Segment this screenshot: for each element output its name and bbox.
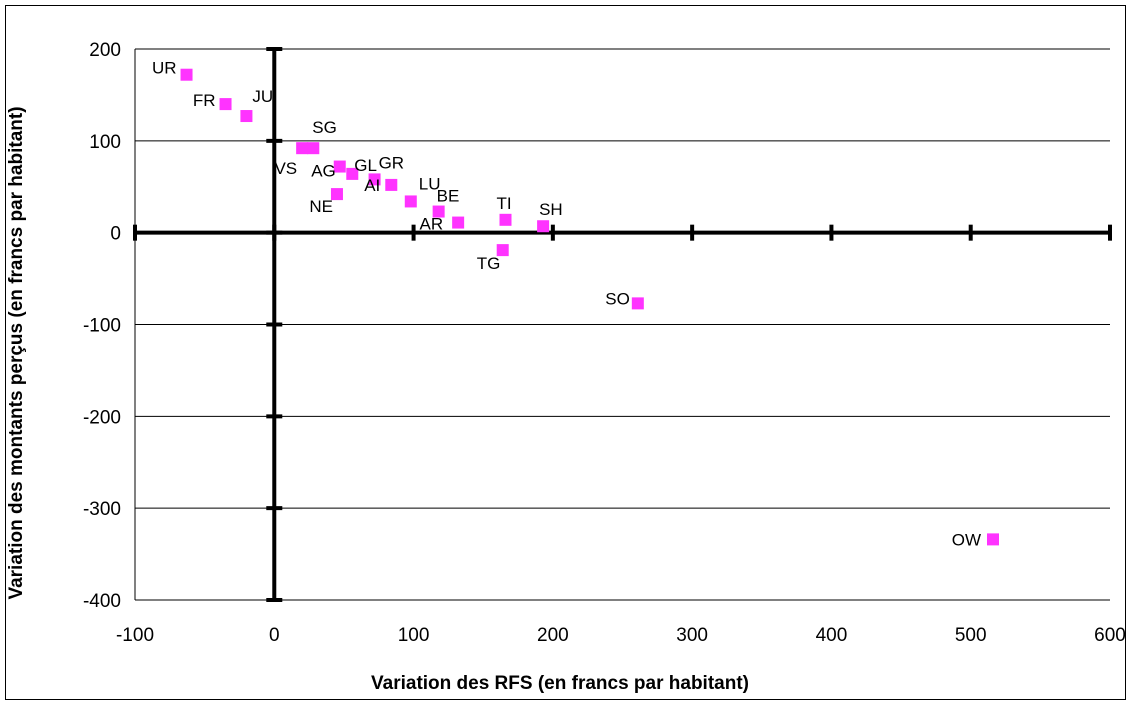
y-tick-label: -300 [83,499,121,520]
x-tick-label: 100 [398,625,430,646]
x-tick-label: 300 [676,625,708,646]
point-label-be: BE [437,187,460,206]
point-label-ar: AR [420,215,444,234]
point-label-vs: VS [274,159,297,178]
x-axis-title: Variation des RFS (en francs par habitan… [371,673,749,694]
y-tick-label: -200 [83,407,121,428]
x-tick-label: 0 [269,625,280,646]
data-point-gl [346,167,359,180]
data-point-be [432,205,445,218]
y-tick-label: 200 [89,40,121,61]
data-point-vs [296,142,309,155]
point-label-so: SO [605,289,630,308]
y-axis-title: Variation des montants perçus (en francs… [6,106,27,599]
grid-lines [134,48,1110,601]
point-label-sh: SH [539,200,563,219]
x-tick-label: 500 [955,625,987,646]
x-tick-label: 600 [1094,625,1126,646]
point-label-gr: GR [379,153,405,172]
point-label-tg: TG [477,254,501,273]
y-tick-label: 0 [110,224,121,245]
data-point-gr [368,173,381,186]
data-point-ju [240,110,253,123]
chart-frame [5,5,1126,700]
point-label-fr: FR [193,91,216,110]
y-tick-label: -100 [83,316,121,337]
point-label-ju: JU [252,87,273,106]
axes [133,47,1112,602]
data-point-ag [333,160,346,173]
point-label-ur: UR [152,59,177,78]
data-point-ti [499,213,512,226]
point-label-ne: NE [309,197,333,216]
data-points [180,68,999,546]
point-label-ti: TI [497,194,512,213]
point-label-gl: GL [354,156,377,175]
data-point-tg [496,244,509,257]
point-label-sg: SG [312,118,337,137]
data-point-fr [219,98,232,111]
data-point-so [631,297,644,310]
data-point-sh [537,220,550,233]
point-label-lu: LU [419,174,441,193]
data-point-ur [180,68,193,81]
point-label-ow: OW [952,530,981,549]
point-label-ag: AG [311,162,336,181]
x-tick-labels: -100 0 100 200 300 400 500 600 [116,625,1126,646]
point-label-ai: AI [364,176,380,195]
data-point-ne [330,188,343,201]
x-tick-label: -100 [116,625,154,646]
x-tick-label: 400 [816,625,848,646]
y-tick-labels: -400 -300 -200 -100 0 100 200 [83,40,121,612]
y-tick-label: -400 [83,591,121,612]
data-point-ai [385,178,398,191]
x-tick-label: 200 [537,625,569,646]
data-point-ar [452,216,465,229]
data-point-lu [404,195,417,208]
y-tick-label: 100 [89,132,121,153]
data-point-ow [987,533,999,546]
data-point-sg [307,142,320,155]
